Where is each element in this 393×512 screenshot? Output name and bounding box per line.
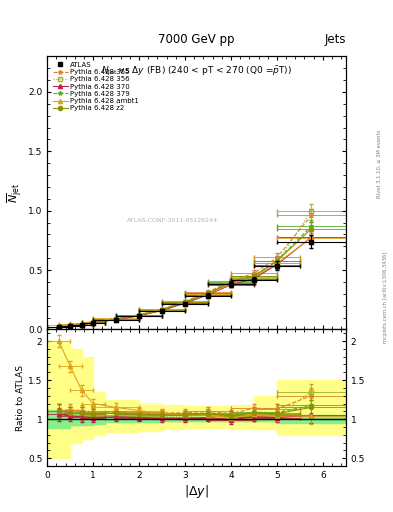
Pythia 6.428 ambt1 (275, 260, 279, 266)
Pythia 6.428 ambt1 (91, 318, 95, 325)
Pythia 6.428 z2 (68, 323, 72, 329)
Pythia 6.428 370 (229, 282, 233, 288)
Pythia 6.428 355 (56, 324, 61, 330)
Pythia 6.428 379 (137, 312, 141, 318)
Pythia 6.428 z2 (137, 312, 141, 318)
Pythia 6.428 355 (252, 270, 256, 276)
Pythia 6.428 379 (114, 316, 118, 322)
Pythia 6.428 z2 (56, 324, 61, 330)
Pythia 6.428 370 (56, 324, 61, 330)
Pythia 6.428 356 (79, 322, 84, 328)
Pythia 6.428 355 (137, 312, 141, 318)
Pythia 6.428 355 (160, 306, 164, 312)
Pythia 6.428 z2 (160, 307, 164, 313)
Pythia 6.428 z2 (229, 280, 233, 286)
Pythia 6.428 356 (68, 323, 72, 329)
Pythia 6.428 ambt1 (79, 320, 84, 326)
Pythia 6.428 379 (206, 290, 210, 296)
Pythia 6.428 379 (252, 273, 256, 279)
Pythia 6.428 z2 (114, 316, 118, 322)
Pythia 6.428 356 (91, 319, 95, 326)
Pythia 6.428 355 (183, 298, 187, 305)
Pythia 6.428 ambt1 (206, 291, 210, 297)
Text: Rivet 3.1.10, ≥ 3M events: Rivet 3.1.10, ≥ 3M events (377, 130, 382, 198)
Pythia 6.428 379 (68, 323, 72, 329)
Pythia 6.428 379 (91, 319, 95, 326)
Line: Pythia 6.428 356: Pythia 6.428 356 (57, 208, 314, 329)
Line: Pythia 6.428 379: Pythia 6.428 379 (57, 224, 314, 329)
Pythia 6.428 370 (79, 322, 84, 328)
Pythia 6.428 356 (56, 324, 61, 330)
Pythia 6.428 356 (275, 260, 279, 266)
Text: ATLAS-CONF-2011-95126244: ATLAS-CONF-2011-95126244 (127, 218, 218, 223)
X-axis label: $|\Delta y|$: $|\Delta y|$ (184, 482, 209, 500)
Pythia 6.428 ambt1 (229, 281, 233, 287)
Y-axis label: Ratio to ATLAS: Ratio to ATLAS (16, 365, 25, 431)
Pythia 6.428 370 (68, 323, 72, 329)
Pythia 6.428 370 (91, 319, 95, 326)
Pythia 6.428 356 (252, 274, 256, 281)
Line: Pythia 6.428 ambt1: Pythia 6.428 ambt1 (57, 236, 314, 327)
Pythia 6.428 379 (275, 258, 279, 264)
Pythia 6.428 379 (229, 279, 233, 285)
Pythia 6.428 356 (206, 291, 210, 297)
Pythia 6.428 370 (252, 275, 256, 282)
Legend: ATLAS, Pythia 6.428 355, Pythia 6.428 356, Pythia 6.428 370, Pythia 6.428 379, P: ATLAS, Pythia 6.428 355, Pythia 6.428 35… (51, 60, 141, 114)
Pythia 6.428 355 (309, 212, 314, 219)
Pythia 6.428 356 (229, 281, 233, 287)
Pythia 6.428 ambt1 (183, 299, 187, 305)
Pythia 6.428 356 (183, 300, 187, 306)
Pythia 6.428 z2 (206, 290, 210, 296)
Pythia 6.428 355 (68, 323, 72, 329)
Pythia 6.428 ambt1 (252, 274, 256, 280)
Line: Pythia 6.428 355: Pythia 6.428 355 (57, 214, 314, 329)
Pythia 6.428 z2 (183, 299, 187, 305)
Pythia 6.428 379 (183, 299, 187, 305)
Pythia 6.428 ambt1 (309, 234, 314, 241)
Pythia 6.428 356 (137, 312, 141, 318)
Pythia 6.428 z2 (275, 258, 279, 264)
Y-axis label: $\overline{N}_\mathregular{jet}$: $\overline{N}_\mathregular{jet}$ (6, 183, 25, 203)
Pythia 6.428 355 (275, 254, 279, 261)
Pythia 6.428 370 (206, 292, 210, 298)
Pythia 6.428 ambt1 (56, 322, 61, 328)
Pythia 6.428 370 (137, 313, 141, 319)
Pythia 6.428 ambt1 (68, 322, 72, 328)
Text: Jets: Jets (324, 33, 346, 46)
Pythia 6.428 370 (160, 307, 164, 313)
Pythia 6.428 379 (56, 324, 61, 330)
Text: 7000 GeV pp: 7000 GeV pp (158, 33, 235, 46)
Pythia 6.428 379 (309, 223, 314, 229)
Pythia 6.428 ambt1 (137, 312, 141, 318)
Pythia 6.428 356 (160, 307, 164, 313)
Pythia 6.428 370 (114, 316, 118, 323)
Pythia 6.428 355 (79, 322, 84, 328)
Pythia 6.428 ambt1 (160, 306, 164, 312)
Pythia 6.428 370 (309, 234, 314, 240)
Pythia 6.428 355 (91, 319, 95, 325)
Pythia 6.428 379 (160, 307, 164, 313)
Pythia 6.428 355 (229, 278, 233, 284)
Pythia 6.428 356 (309, 207, 314, 214)
Pythia 6.428 z2 (91, 319, 95, 326)
Pythia 6.428 379 (79, 322, 84, 328)
Pythia 6.428 z2 (79, 322, 84, 328)
Pythia 6.428 370 (183, 300, 187, 306)
Pythia 6.428 355 (206, 289, 210, 295)
Pythia 6.428 370 (275, 262, 279, 268)
Text: $N_\mathregular{jet}$ vs $\Delta y$ (FB) (240 < pT < 270 (Q0 =$\bar{p}$T)): $N_\mathregular{jet}$ vs $\Delta y$ (FB)… (101, 65, 292, 78)
Pythia 6.428 356 (114, 316, 118, 323)
Line: Pythia 6.428 370: Pythia 6.428 370 (57, 235, 314, 329)
Pythia 6.428 355 (114, 316, 118, 322)
Pythia 6.428 z2 (252, 273, 256, 279)
Pythia 6.428 z2 (309, 226, 314, 232)
Pythia 6.428 ambt1 (114, 315, 118, 322)
Text: mcplots.cern.ch [arXiv:1306.3436]: mcplots.cern.ch [arXiv:1306.3436] (383, 251, 387, 343)
Line: Pythia 6.428 z2: Pythia 6.428 z2 (57, 227, 314, 329)
